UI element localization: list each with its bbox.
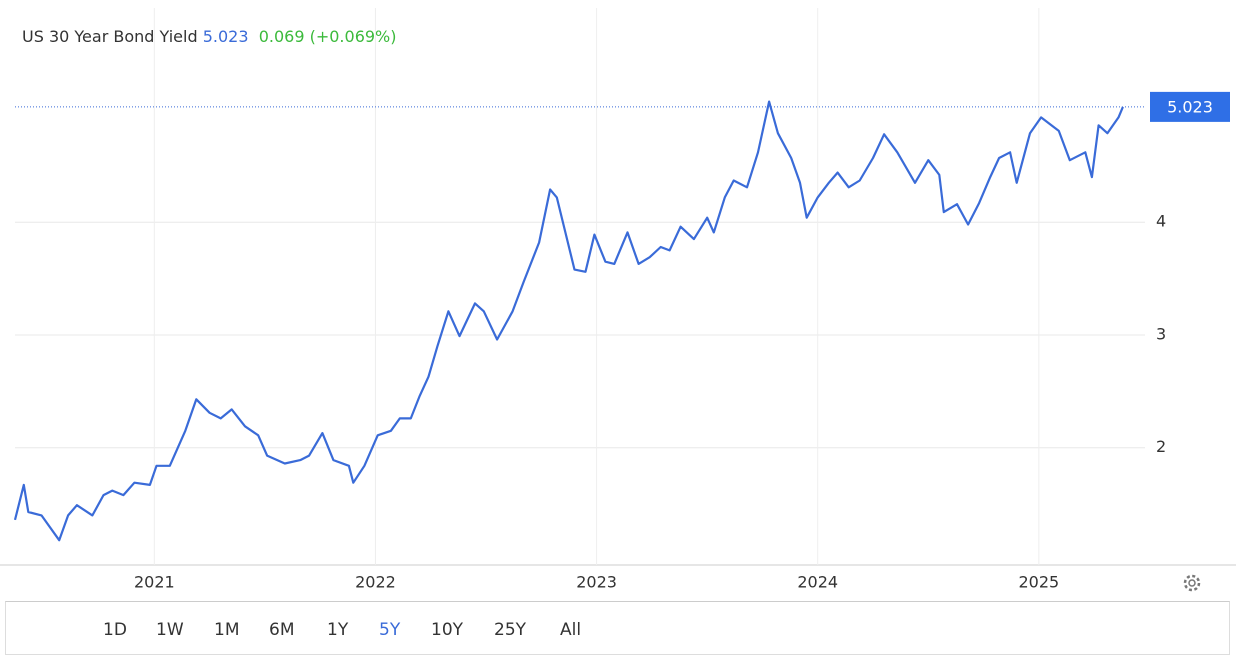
gear-hole — [1188, 579, 1196, 587]
range-bar: 1D 1W 1M 6M 1Y 5Y 10Y 25Y All — [5, 601, 1230, 655]
line — [13, 100, 1124, 542]
range-button[interactable]: 1Y — [327, 620, 349, 640]
range-button[interactable]: 1W — [156, 620, 184, 640]
header: US 30 Year Bond Yield 5.023 0.069 (+0.06… — [22, 27, 397, 46]
range-button[interactable]: 1M — [214, 620, 240, 640]
price: 5.023 — [202, 27, 249, 46]
range-button[interactable]: 5Y — [379, 620, 401, 640]
range-button[interactable]: All — [560, 620, 582, 640]
range-button[interactable]: 6M — [269, 620, 295, 640]
change-pct: (+0.069%) — [309, 27, 397, 46]
chart: 2 3 4 2021 2022 2023 2024 2025 5.023 — [0, 8, 1236, 592]
x-tick-label: 2023 — [576, 573, 617, 592]
x-tick-label: 2021 — [134, 573, 175, 592]
x-tick-label: 2022 — [355, 573, 396, 592]
last-value-badge — [1150, 91, 1230, 122]
gear-ring — [1183, 574, 1201, 592]
y-tick-label: 3 — [1156, 324, 1166, 343]
y-tick-label: 4 — [1156, 212, 1166, 231]
settings-icon[interactable] — [1183, 574, 1201, 592]
x-tick-label: 2025 — [1018, 573, 1059, 592]
change: 0.069 — [258, 27, 305, 46]
range-button[interactable]: 1D — [103, 620, 127, 640]
range-button[interactable]: 10Y — [431, 620, 464, 640]
y-tick-label: 2 — [1156, 437, 1166, 456]
last-value-label: 5.023 — [1167, 97, 1213, 116]
instrument-name: US 30 Year Bond Yield — [22, 27, 198, 46]
range-button[interactable]: 25Y — [494, 620, 527, 640]
x-tick-label: 2024 — [797, 573, 838, 592]
